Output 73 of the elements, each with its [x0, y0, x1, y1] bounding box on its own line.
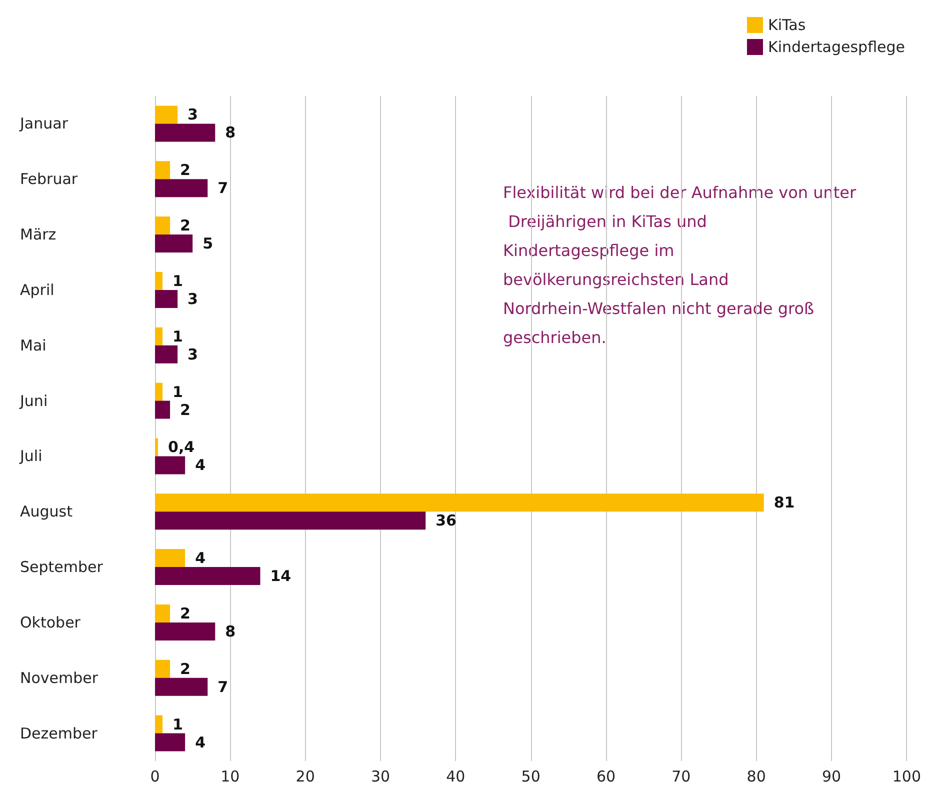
y-tick-label: Januar — [19, 114, 69, 133]
bar — [155, 622, 216, 640]
y-tick-label: April — [20, 280, 54, 299]
bar — [155, 327, 163, 346]
data-label: 1 — [172, 715, 183, 734]
x-tick-label: 10 — [220, 768, 240, 786]
bar — [155, 161, 170, 180]
x-tick-label: 30 — [370, 768, 390, 786]
bar — [155, 345, 178, 364]
y-tick-label: Mai — [20, 336, 46, 354]
data-label: 4 — [195, 733, 206, 752]
data-label: 3 — [188, 345, 198, 364]
bar — [155, 715, 163, 734]
bar — [155, 106, 178, 124]
data-label: 3 — [188, 106, 198, 124]
y-tick-label: Dezember — [20, 724, 98, 742]
bar — [155, 400, 170, 419]
legend-label: KiTas — [768, 16, 806, 34]
bar — [155, 549, 186, 568]
bar — [155, 438, 158, 456]
data-label: 2 — [180, 660, 190, 678]
x-tick-label: 0 — [150, 768, 160, 786]
y-tick-label: Juli — [19, 447, 42, 466]
y-tick-label: Juni — [19, 392, 48, 410]
bar — [155, 660, 170, 678]
data-label: 81 — [774, 494, 795, 512]
bar — [155, 179, 208, 198]
bar — [155, 733, 186, 752]
data-label: 1 — [172, 327, 183, 346]
data-label: 36 — [436, 512, 456, 530]
data-label: 8 — [225, 622, 236, 640]
bar — [155, 604, 170, 622]
data-label: 4 — [195, 456, 206, 474]
data-label: 2 — [180, 400, 190, 419]
bar — [155, 382, 163, 401]
x-tick-label: 90 — [822, 768, 842, 786]
data-label: 14 — [270, 567, 292, 586]
data-label: 2 — [180, 216, 190, 235]
data-label: 1 — [172, 382, 183, 401]
data-label: 1 — [172, 272, 183, 290]
data-label: 7 — [218, 179, 228, 198]
data-label: 2 — [180, 161, 190, 180]
x-tick-label: 50 — [521, 768, 540, 786]
bar — [155, 494, 764, 512]
legend-label: Kindertagespflege — [768, 38, 905, 56]
y-tick-label: September — [20, 558, 104, 576]
data-label: 2 — [180, 604, 190, 622]
y-tick-label: Oktober — [20, 613, 82, 632]
x-tick-label: 100 — [892, 768, 922, 786]
bar — [155, 216, 170, 235]
bar — [155, 124, 216, 142]
x-tick-label: 80 — [746, 768, 766, 786]
bar — [155, 512, 426, 530]
bar — [155, 567, 260, 586]
x-tick-label: 60 — [596, 768, 616, 786]
bar — [155, 678, 208, 696]
y-tick-label: Februar — [20, 170, 78, 188]
data-label: 7 — [218, 678, 228, 696]
data-label: 8 — [225, 124, 236, 142]
x-tick-label: 70 — [672, 768, 691, 786]
y-tick-label: November — [20, 668, 99, 687]
x-tick-label: 40 — [446, 768, 466, 786]
y-tick-label: August — [20, 502, 73, 521]
data-label: 5 — [202, 234, 214, 253]
bar — [155, 234, 193, 253]
y-tick-label: März — [20, 226, 56, 244]
data-label: 0,4 — [168, 438, 195, 456]
x-tick-label: 20 — [296, 768, 315, 786]
bar — [155, 290, 178, 308]
data-label: 3 — [188, 290, 198, 308]
data-label: 4 — [195, 549, 206, 568]
bar — [155, 456, 186, 474]
bar — [155, 272, 163, 290]
